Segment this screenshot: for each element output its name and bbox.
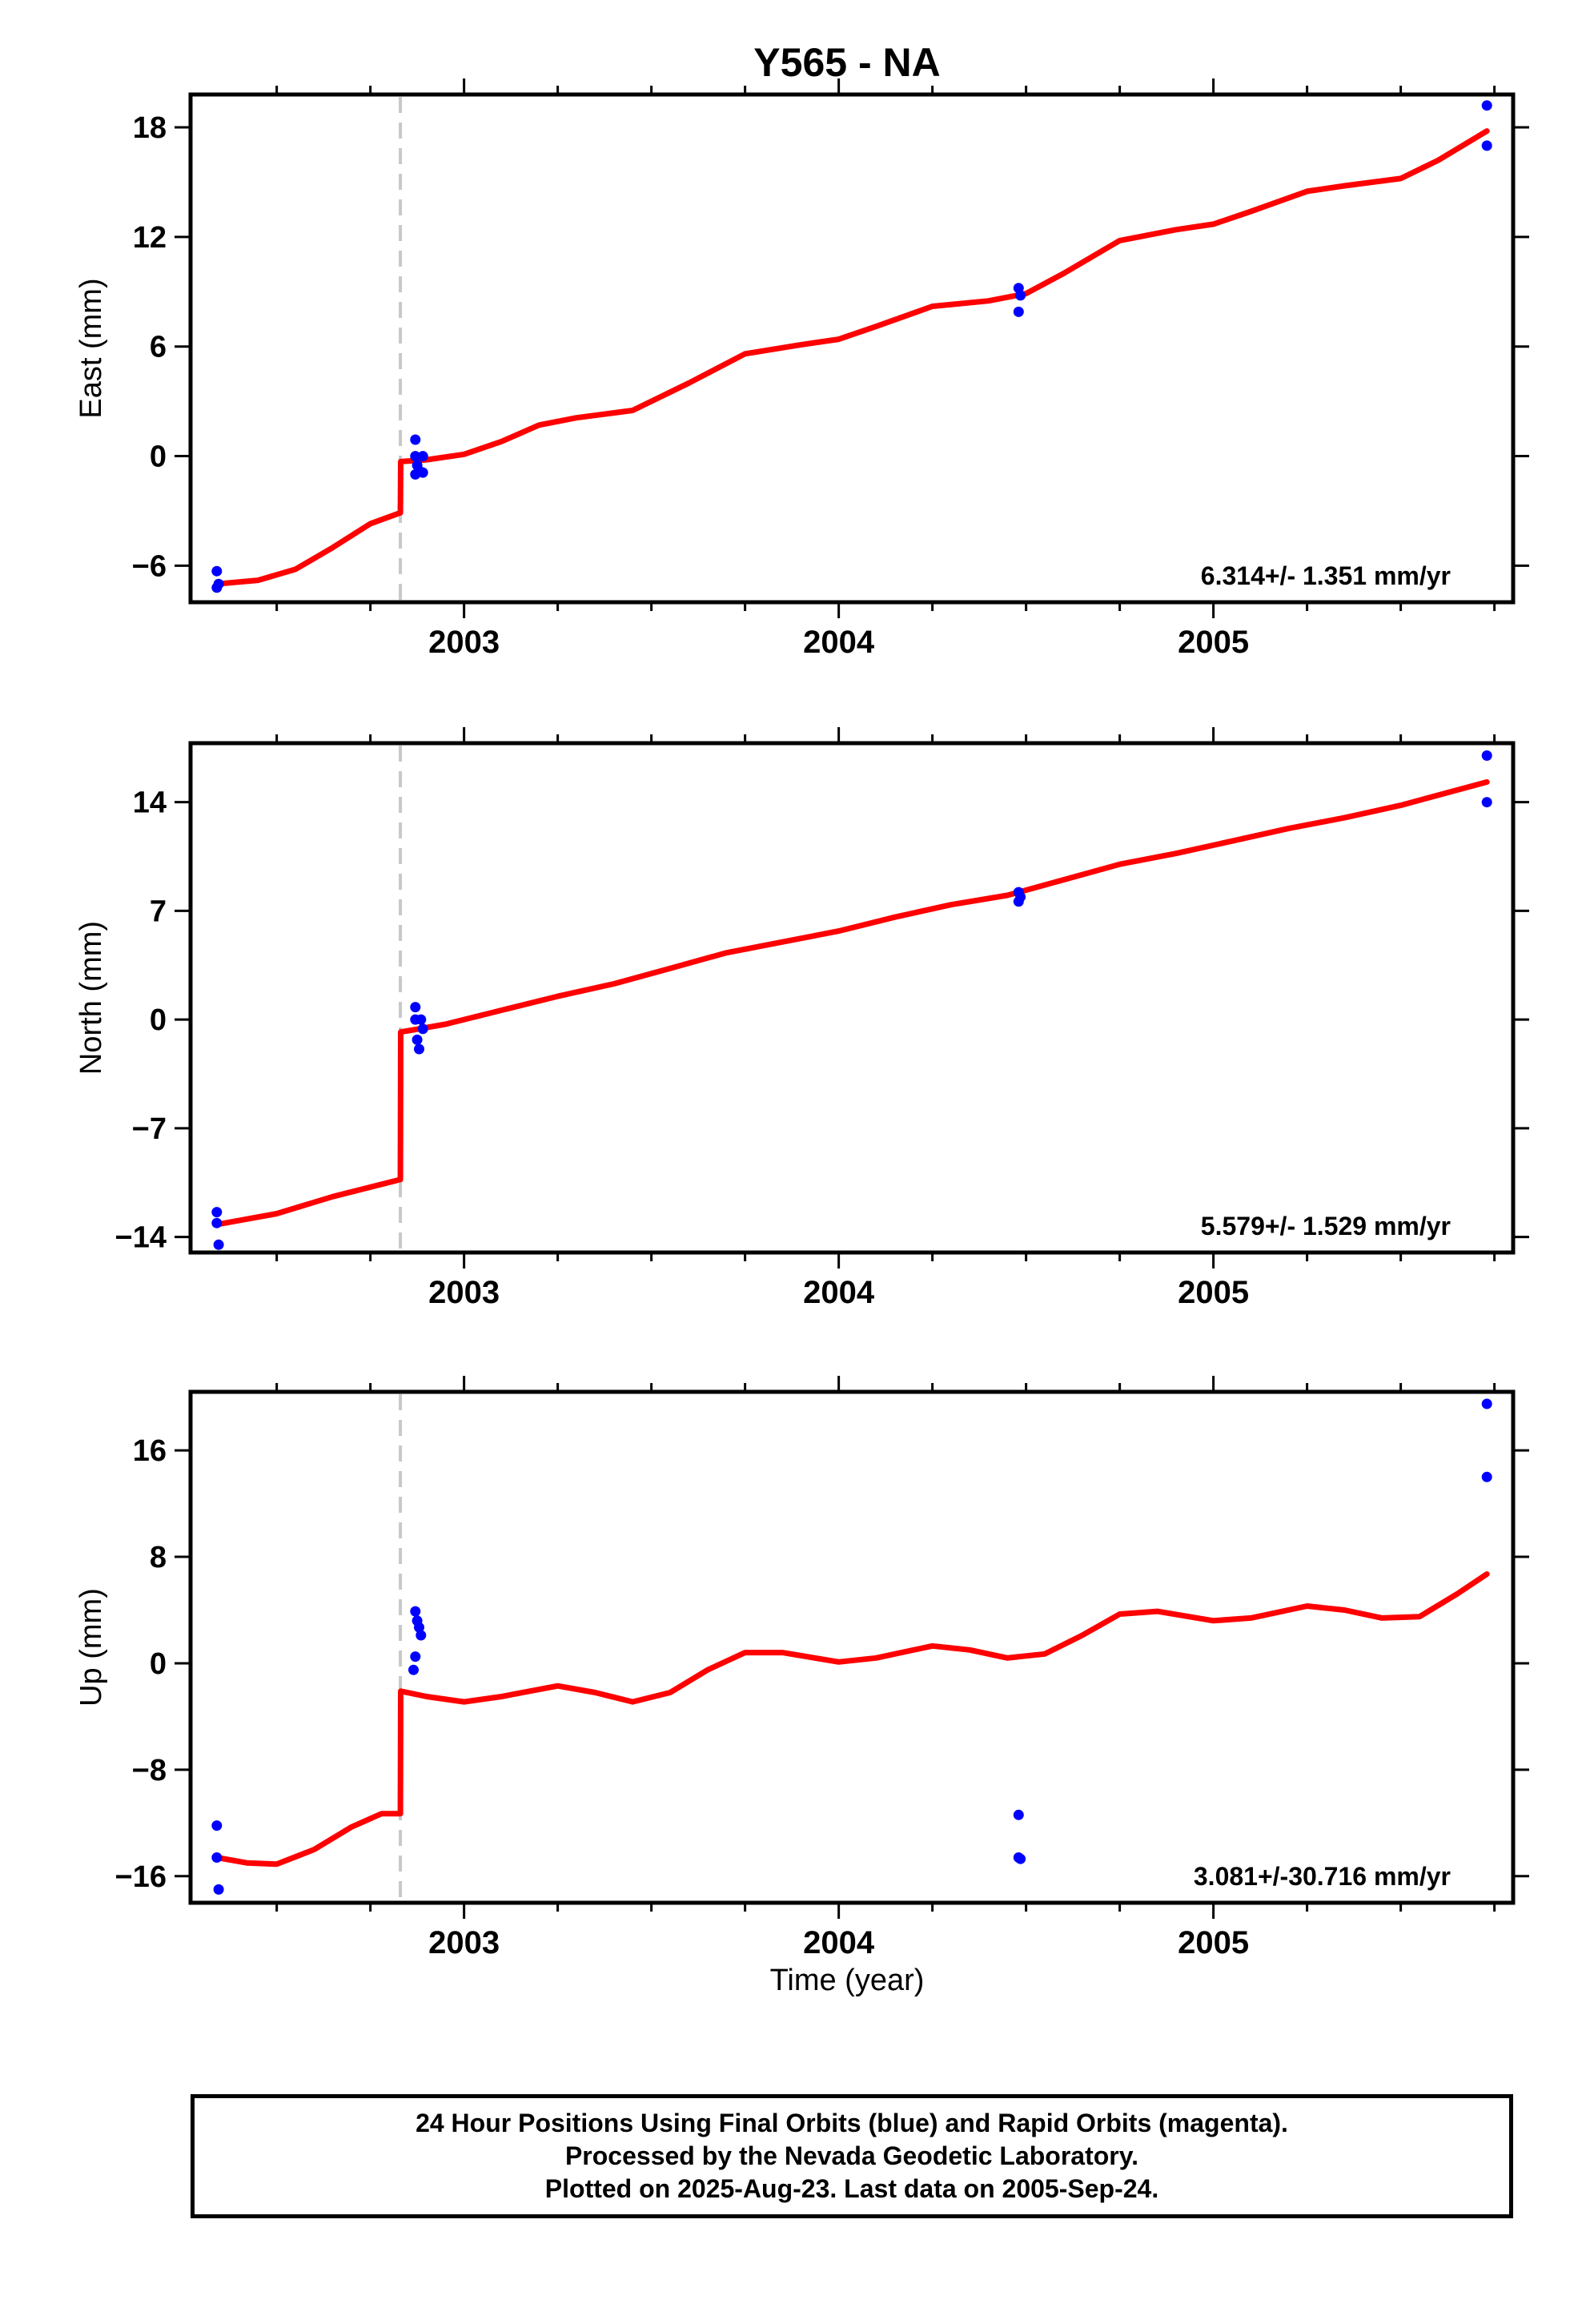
up-y-axis-label: Up (mm) bbox=[74, 1588, 108, 1707]
east-data-point bbox=[417, 451, 428, 462]
east-data-point bbox=[410, 451, 421, 462]
north-data-point bbox=[1481, 797, 1492, 808]
north-xtick-label: 2005 bbox=[1178, 1275, 1249, 1310]
east-data-point bbox=[213, 578, 224, 589]
east-ytick-label: −6 bbox=[132, 549, 167, 583]
north-data-point bbox=[211, 1217, 223, 1228]
footer-box: 24 Hour Positions Using Final Orbits (bl… bbox=[191, 2094, 1513, 2218]
east-model-line bbox=[214, 128, 1490, 587]
up-data-point bbox=[414, 1622, 424, 1633]
north-xtick-label: 2003 bbox=[428, 1275, 500, 1310]
figure-title: Y565 - NA bbox=[753, 40, 940, 85]
footer-line-3: Plotted on 2025-Aug-23. Last data on 200… bbox=[544, 2174, 1159, 2203]
north-ytick-label: 7 bbox=[150, 895, 167, 928]
east-data-point bbox=[417, 467, 428, 478]
east-xtick-label: 2005 bbox=[1178, 625, 1249, 660]
north-data-point bbox=[412, 1034, 423, 1045]
up-data-point bbox=[410, 1651, 421, 1663]
east-ytick-label: 12 bbox=[133, 221, 167, 255]
up-data-point bbox=[410, 1606, 421, 1617]
east-data-point bbox=[1013, 306, 1024, 317]
north-xtick-label: 2004 bbox=[803, 1275, 875, 1310]
east-xtick-label: 2004 bbox=[803, 625, 875, 660]
east-data-point bbox=[410, 434, 421, 445]
north-data-point bbox=[213, 1239, 224, 1250]
up-data-point bbox=[213, 1884, 224, 1895]
up-xtick-label: 2005 bbox=[1178, 1925, 1249, 1960]
up-data-point bbox=[1013, 1809, 1024, 1820]
east-ytick-label: 18 bbox=[133, 111, 167, 145]
x-axis-label: Time (year) bbox=[770, 1964, 925, 1997]
north-ytick-label: −14 bbox=[115, 1221, 167, 1255]
up-model-line bbox=[214, 1571, 1490, 1868]
up-ytick-label: 16 bbox=[133, 1434, 167, 1468]
footer-line-1: 24 Hour Positions Using Final Orbits (bl… bbox=[416, 2109, 1288, 2137]
north-data-point bbox=[417, 1023, 428, 1035]
up-ytick-label: −16 bbox=[115, 1860, 167, 1894]
north-data-point bbox=[1015, 891, 1026, 903]
north-panel: −14 −7 0 7 14 2003 2004 2005 North (mm) 5.579+/- … bbox=[74, 727, 1529, 1310]
up-data-point bbox=[1481, 1398, 1492, 1409]
up-data-point bbox=[211, 1852, 223, 1863]
up-ytick-label: 0 bbox=[150, 1647, 167, 1681]
up-data-point bbox=[1015, 1853, 1026, 1864]
up-data-point bbox=[211, 1820, 223, 1831]
north-plot-frame bbox=[188, 741, 1516, 1255]
east-data-point bbox=[412, 460, 423, 471]
north-data-point bbox=[1481, 750, 1492, 761]
up-ytick-label: −8 bbox=[132, 1754, 167, 1787]
up-ytick-label: 8 bbox=[150, 1541, 167, 1574]
east-xtick-label: 2003 bbox=[428, 625, 500, 660]
east-ytick-label: 0 bbox=[150, 440, 167, 474]
east-data-point bbox=[1481, 100, 1492, 111]
up-xtick-label: 2003 bbox=[428, 1925, 500, 1960]
east-data-point bbox=[211, 565, 223, 577]
up-plot-frame bbox=[188, 1389, 1516, 1905]
north-model-line bbox=[214, 779, 1490, 1228]
north-data-point bbox=[414, 1043, 424, 1055]
up-xtick-label: 2004 bbox=[803, 1925, 875, 1960]
north-ytick-label: −7 bbox=[132, 1112, 167, 1146]
east-data-point bbox=[1015, 290, 1026, 301]
up-data-point bbox=[416, 1630, 427, 1641]
east-y-axis-label: East (mm) bbox=[74, 278, 108, 418]
panels: −6 0 6 12 18 2003 2004 2005 East (mm) 6.314+/- 1.… bbox=[74, 78, 1529, 1960]
up-data-point bbox=[408, 1664, 419, 1675]
east-rate-label: 6.314+/- 1.351 mm/yr bbox=[1201, 561, 1451, 590]
north-data-point bbox=[416, 1014, 427, 1025]
east-ytick-label: 6 bbox=[150, 331, 167, 364]
east-data-point bbox=[1481, 140, 1492, 151]
north-ytick-label: 0 bbox=[150, 1003, 167, 1037]
north-y-axis-label: North (mm) bbox=[74, 921, 108, 1075]
north-data-point bbox=[410, 1002, 421, 1013]
north-ytick-label: 14 bbox=[133, 786, 167, 820]
east-panel: −6 0 6 12 18 2003 2004 2005 East (mm) 6.314+/- 1.… bbox=[74, 78, 1529, 660]
east-plot-frame bbox=[188, 92, 1516, 605]
north-data-point bbox=[211, 1207, 223, 1218]
up-panel: −16 −8 0 8 16 2003 2004 2005 Up (mm) 3.081+/-30.7… bbox=[74, 1376, 1529, 1960]
up-rate-label: 3.081+/-30.716 mm/yr bbox=[1194, 1862, 1451, 1891]
up-data-point bbox=[1481, 1471, 1492, 1482]
north-rate-label: 5.579+/- 1.529 mm/yr bbox=[1201, 1212, 1451, 1240]
footer-line-2: Processed by the Nevada Geodetic Laborat… bbox=[564, 2141, 1139, 2170]
